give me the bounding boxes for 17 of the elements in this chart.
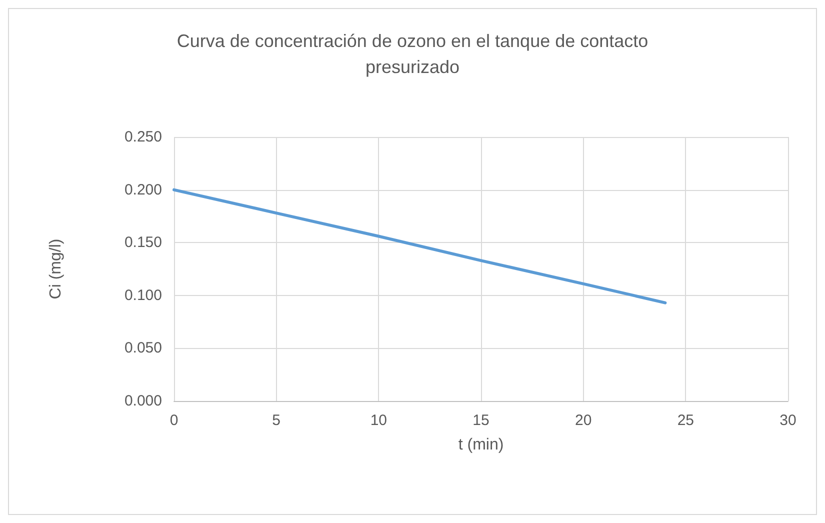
x-tick-label: 25: [677, 412, 694, 429]
y-tick-label: 0.150: [124, 234, 162, 252]
x-tick-label: 0: [170, 412, 178, 429]
x-tick-label: 20: [574, 412, 592, 429]
chart-title: Curva de concentración de ozono en el tanque de contacto presurizado: [176, 31, 648, 77]
y-axis-title: Ci (mg/l): [48, 238, 64, 300]
y-tick-label: 0.100: [124, 286, 162, 304]
y-tick-label: 0.200: [124, 181, 162, 198]
y-tick-label: 0.250: [124, 128, 162, 146]
y-tick-label: 0.050: [124, 340, 162, 357]
x-tick-label: 30: [780, 412, 796, 429]
x-tick-label: 5: [272, 412, 281, 429]
x-axis-title: t (min): [458, 436, 504, 454]
x-tick-label: 10: [370, 412, 388, 429]
x-tick-label: 15: [472, 412, 490, 429]
line-series: [172, 188, 667, 304]
y-tick-label: 0.000: [124, 392, 162, 410]
